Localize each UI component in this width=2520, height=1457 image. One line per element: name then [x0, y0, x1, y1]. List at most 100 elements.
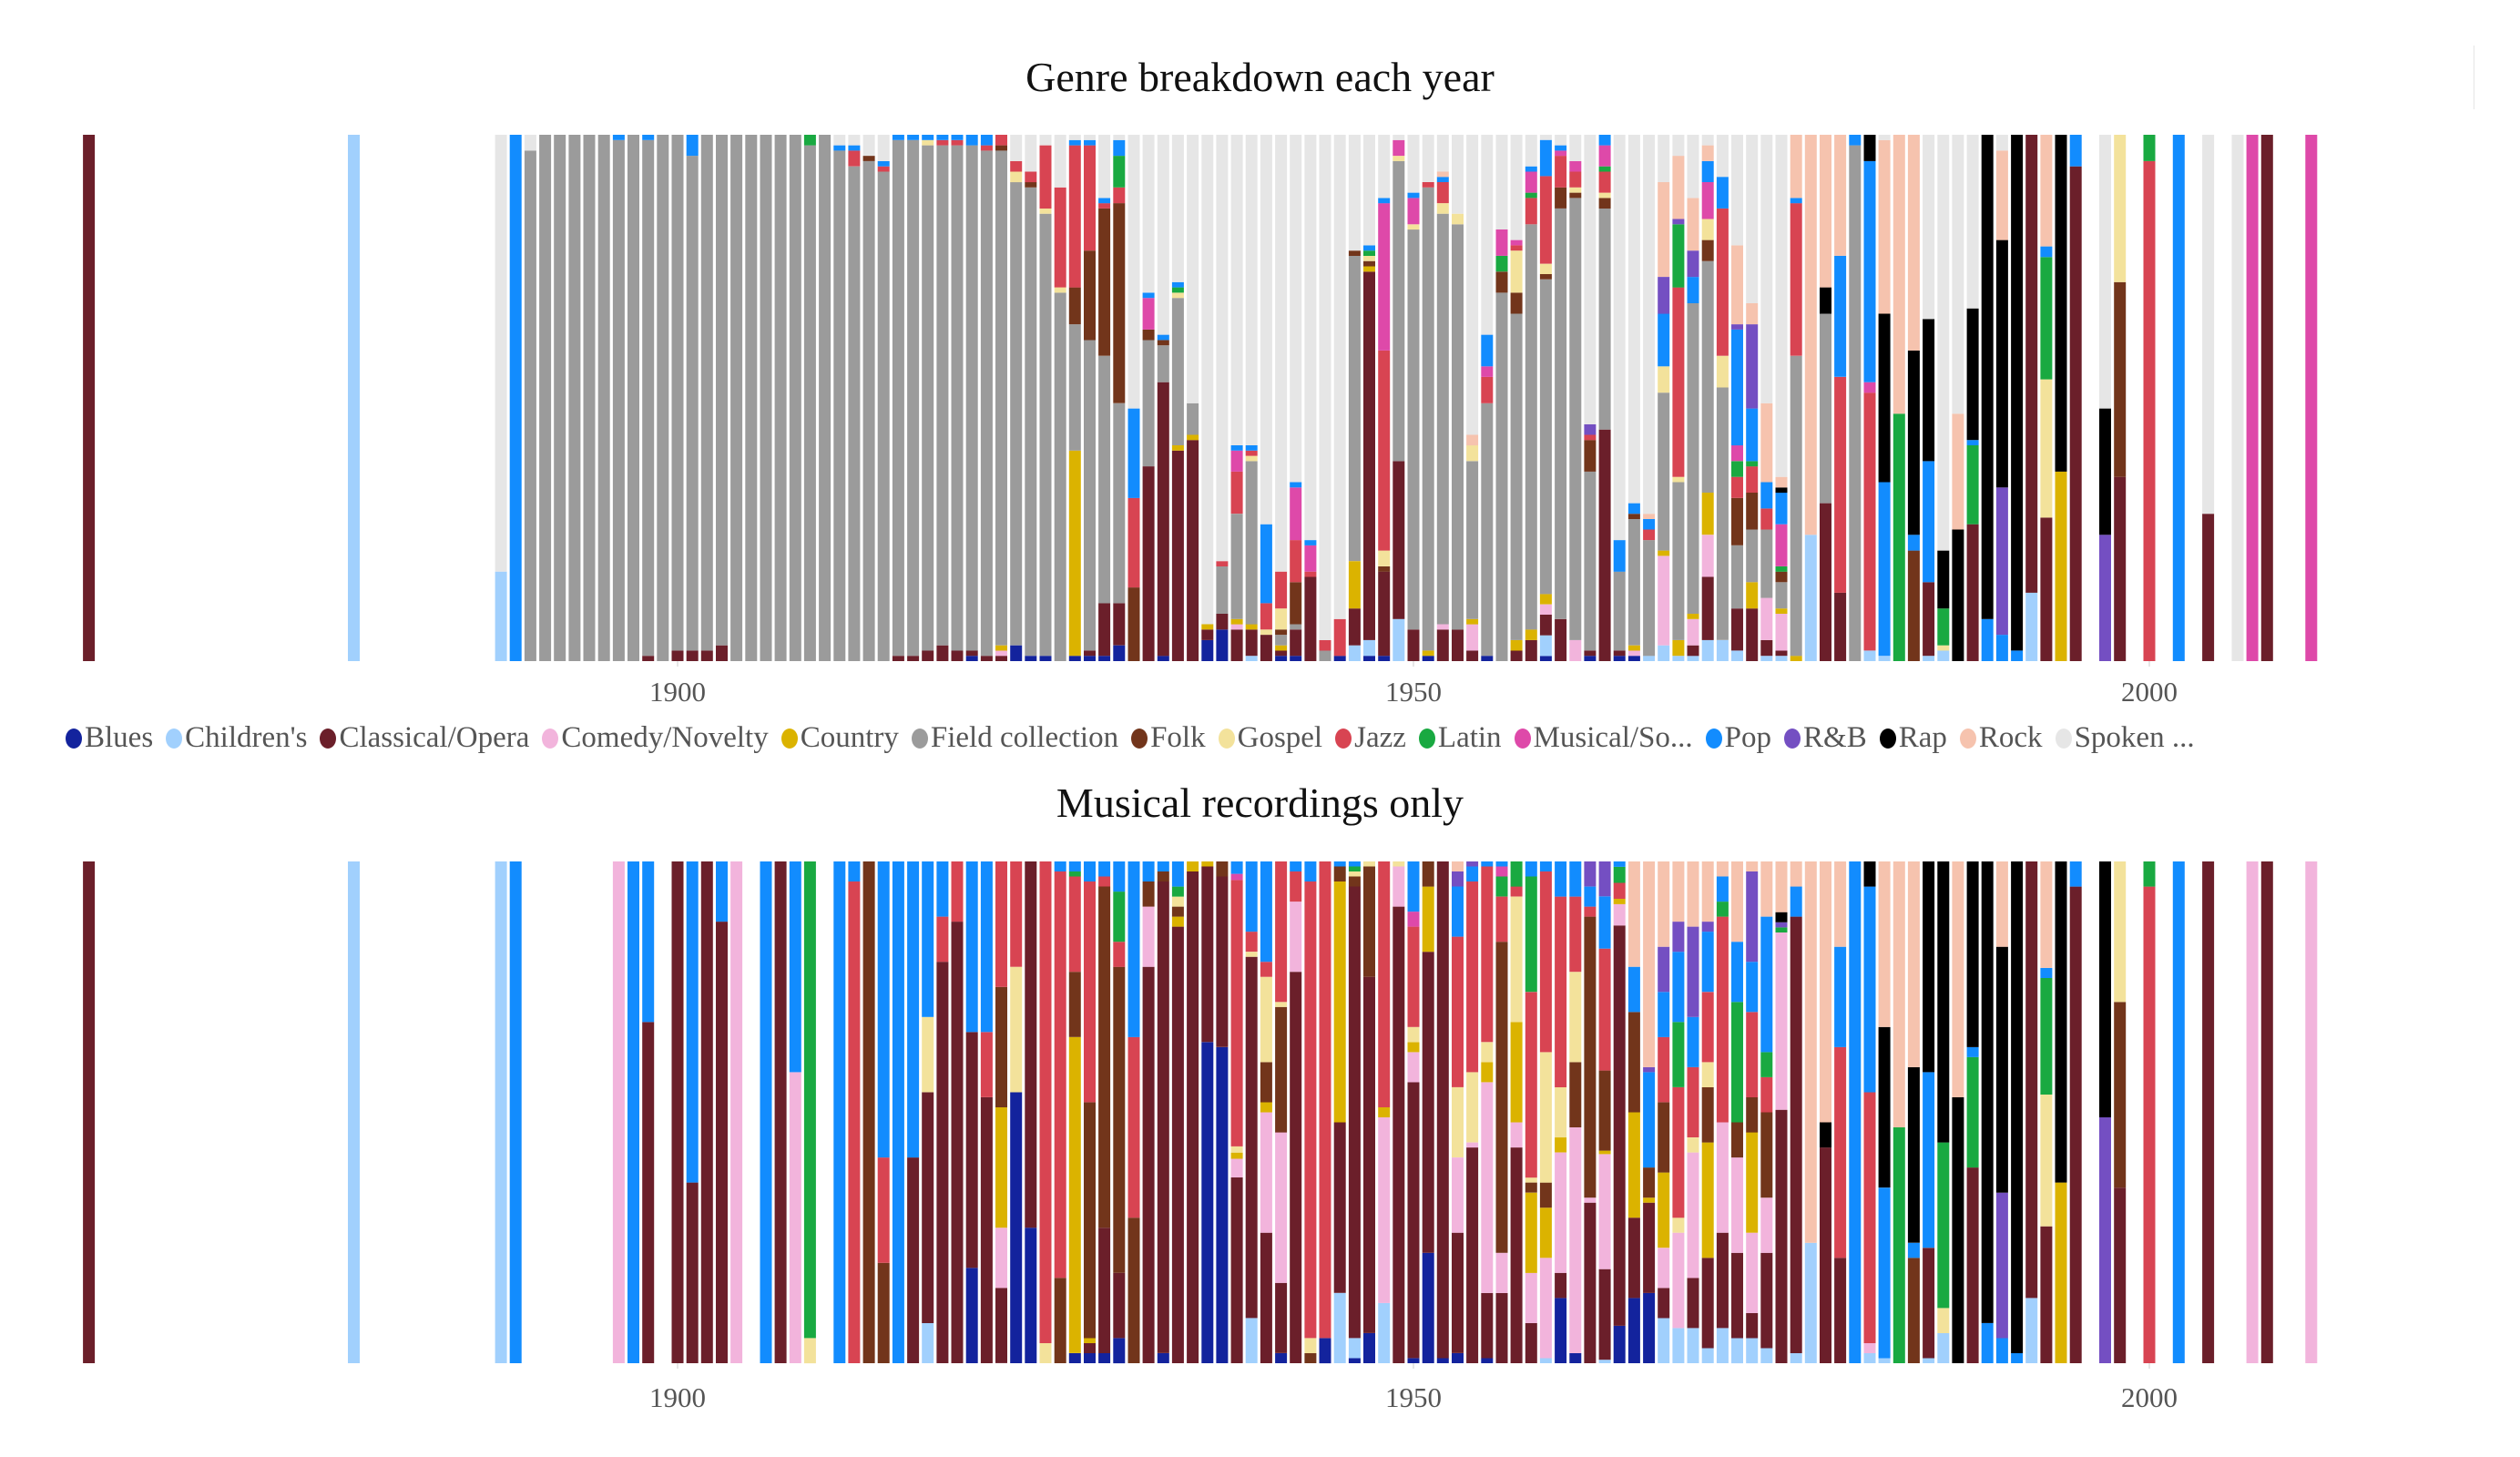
year-bar-1938[interactable]: 1938 Classical/Opera1938 Comedy/Novelty1…	[1230, 861, 1243, 1363]
bar-segment[interactable]: 1968 Latin	[1672, 1022, 1685, 1087]
bar-segment[interactable]: 1954 Field collection	[1466, 461, 1479, 619]
bar-segment[interactable]: 1957 Gospel	[1510, 896, 1523, 1023]
bar-segment[interactable]: 1911 Pop	[833, 861, 846, 1363]
year-bar-1917[interactable]: 1917 Classical/Opera1917 Field collectio…	[922, 135, 934, 661]
year-bar-1941[interactable]: 1941 Blues1941 Classical/Opera1941 Comed…	[1275, 861, 1288, 1363]
bar-segment[interactable]: 1967 Comedy/Novelty	[1658, 1248, 1670, 1289]
bar-segment[interactable]: 2002 Pop	[2172, 135, 2185, 661]
bar-segment[interactable]: 1941 Folk	[1275, 1006, 1288, 1133]
bar-segment[interactable]: 1994 Country	[2055, 1182, 2067, 1363]
year-bar-1927[interactable]: 1927 Blues1927 Country1927 Folk1927 Jazz…	[1068, 861, 1081, 1363]
bar-segment[interactable]: 1917 Field collection	[922, 145, 934, 651]
year-bar-1958[interactable]: 1958 Classical/Opera1958 Comedy/Novelty1…	[1525, 861, 1537, 1363]
bar-segment[interactable]: 1928 Classical/Opera	[1084, 1343, 1096, 1353]
bar-segment[interactable]: 1932 Classical/Opera	[1142, 966, 1155, 1363]
year-bar-1977[interactable]: 1977 Children's1977 Rock	[1804, 861, 1817, 1363]
bar-segment[interactable]: 1979 Rock	[1834, 135, 1847, 256]
bar-segment[interactable]: 1938 Musical/Soundtrack	[1230, 450, 1243, 472]
bar-segment[interactable]: 1962 Jazz	[1584, 434, 1597, 441]
year-bar-1921[interactable]: 1921 Classical/Opera1921 Field collectio…	[980, 135, 993, 661]
year-bar-1959[interactable]: 1959 Blues1959 Children's1959 Classical/…	[1539, 135, 1552, 661]
bar-segment[interactable]: 1965 Spoken word	[1627, 135, 1640, 504]
bar-segment[interactable]: 1993 Classical/Opera	[2040, 1226, 2053, 1363]
bar-segment[interactable]: 1930 Jazz	[1113, 187, 1126, 204]
bar-segment[interactable]: 1994 Country	[2055, 471, 2067, 661]
bar-segment[interactable]: 1934 Gospel	[1171, 896, 1184, 907]
year-bar-1933[interactable]: 1933 Blues1933 Classical/Opera1933 Folk1…	[1157, 861, 1169, 1363]
bar-segment[interactable]: 1954 Rock	[1466, 434, 1479, 446]
year-bar-1919[interactable]: 1919 Classical/Opera1919 Field collectio…	[951, 135, 964, 661]
bar-segment[interactable]: 1942 Musical/Soundtrack	[1290, 487, 1302, 541]
bar-segment[interactable]: 1932 Pop	[1142, 861, 1155, 881]
legend-item[interactable]: R&B	[1784, 721, 1867, 755]
bar-segment[interactable]: 1959 Children's	[1539, 1358, 1552, 1364]
bar-segment[interactable]: 1960 Folk	[1555, 187, 1567, 209]
bar-segment[interactable]: 1967 Pop	[1658, 313, 1670, 367]
bar-segment[interactable]: 1941 Country	[1275, 645, 1288, 651]
bar-segment[interactable]: 1898 Classical/Opera	[642, 1022, 655, 1363]
bar-segment[interactable]: 1878 Children's	[348, 135, 360, 661]
bar-segment[interactable]: 1963 Jazz	[1598, 171, 1611, 193]
bar-segment[interactable]: 1928 Folk	[1084, 1102, 1096, 1339]
year-bar-1900[interactable]: 1900 Classical/Opera	[671, 861, 684, 1363]
bar-segment[interactable]: 1922 Classical/Opera	[995, 656, 1007, 661]
bar-segment[interactable]: 1938 Comedy/Novelty	[1230, 1158, 1243, 1177]
bar-segment[interactable]: 1894 Field collection	[583, 135, 596, 661]
year-bar-1889[interactable]: 1889 Pop	[509, 135, 522, 661]
bar-segment[interactable]: 1973 Pop	[1746, 962, 1759, 1013]
bar-segment[interactable]: 1981 Children's	[1863, 1353, 1876, 1363]
bar-segment[interactable]: 1968 Field collection	[1672, 482, 1685, 640]
bar-segment[interactable]: 1928 Field collection	[1084, 340, 1096, 651]
year-bar-1890[interactable]: 1890 Field collection1890 Spoken word	[524, 135, 536, 662]
bar-segment[interactable]: 1988 Rap	[1966, 861, 1979, 1047]
bar-segment[interactable]: 1963 Folk	[1598, 198, 1611, 209]
bar-segment[interactable]: 1952 Pop	[1436, 177, 1449, 182]
bar-segment[interactable]: 1981 Musical/Soundtrack	[1863, 382, 1876, 393]
bar-segment[interactable]: 2000 Jazz	[2143, 160, 2156, 661]
year-bar-1972[interactable]: 1972 Children's1972 Classical/Opera1972 …	[1731, 135, 1743, 661]
year-bar-1937[interactable]: 1937 Blues1937 Classical/Opera1937 Field…	[1216, 135, 1229, 661]
year-bar-1956[interactable]: 1956 Field collection1956 Folk1956 Latin…	[1495, 135, 1508, 661]
bar-segment[interactable]: 1965 Rock	[1627, 861, 1640, 967]
bar-segment[interactable]: 1948 Musical/Soundtrack	[1378, 203, 1391, 351]
bar-segment[interactable]: 1984 Pop	[1907, 1242, 1920, 1258]
bar-segment[interactable]: 1958 Field collection	[1525, 224, 1537, 630]
bar-segment[interactable]: 1985 Rap	[1923, 319, 1935, 462]
bar-segment[interactable]: 2006 Spoken word	[2231, 135, 2244, 661]
year-bar-1925[interactable]: 1925 Gospel1925 Jazz	[1039, 861, 1052, 1363]
bar-segment[interactable]: 1906 Field collection	[760, 135, 772, 661]
bar-segment[interactable]: 1986 Gospel	[1937, 645, 1950, 651]
bar-segment[interactable]: 1920 Pop	[965, 135, 978, 146]
bar-segment[interactable]: 1965 Folk	[1627, 514, 1640, 519]
bar-segment[interactable]: 1889 Pop	[509, 135, 522, 661]
bar-segment[interactable]: 1972 Pop	[1731, 942, 1743, 1003]
bar-segment[interactable]: 1975 Classical/Opera	[1775, 1109, 1788, 1363]
year-bar-1920[interactable]: 1920 Blues1920 Classical/Opera1920 Pop	[965, 861, 978, 1363]
bar-segment[interactable]: 1953 Comedy/Novelty	[1452, 1157, 1464, 1233]
bar-segment[interactable]: 1975 Pop	[1775, 493, 1788, 525]
bar-segment[interactable]: 1933 Spoken word	[1157, 135, 1169, 335]
bar-segment[interactable]: 1974 Folk	[1760, 1112, 1773, 1198]
bar-segment[interactable]: 1961 Blues	[1569, 1353, 1582, 1363]
year-bar-1997[interactable]: 1997 R&B1997 Rap	[2099, 861, 2111, 1363]
bar-segment[interactable]: 1914 Jazz	[877, 1157, 890, 1263]
bar-segment[interactable]: 1928 Classical/Opera	[1084, 650, 1096, 657]
bar-segment[interactable]: 1968 Pop	[1672, 952, 1685, 1023]
bar-segment[interactable]: 1972 Pop	[1731, 329, 1743, 446]
year-bar-1991[interactable]: 1991 Pop1991 Rap	[2011, 861, 2024, 1363]
bar-segment[interactable]: 1930 Folk	[1113, 966, 1126, 1273]
bar-segment[interactable]: 1946 Folk	[1348, 250, 1361, 256]
year-bar-1949[interactable]: 1949 Children's1949 Classical/Opera1949 …	[1393, 135, 1405, 661]
year-bar-1955[interactable]: 1955 Blues1955 Classical/Opera1955 Comed…	[1481, 861, 1494, 1363]
bar-segment[interactable]: 1927 Jazz	[1068, 876, 1081, 973]
bar-segment[interactable]: 1930 Spoken word	[1113, 135, 1126, 140]
year-bar-1980[interactable]: 1980 Field collection1980 Pop	[1849, 135, 1862, 662]
bar-segment[interactable]: 1938 Spoken word	[1230, 135, 1243, 445]
bar-segment[interactable]: 1952 Blues	[1436, 1358, 1449, 1364]
bar-segment[interactable]: 1973 Children's	[1746, 1338, 1759, 1364]
year-bar-1909[interactable]: 1909 Field collection1909 Latin	[803, 135, 816, 662]
bar-segment[interactable]: 1918 Field collection	[936, 145, 949, 646]
bar-segment[interactable]: 1956 Spoken word	[1495, 135, 1508, 229]
bar-segment[interactable]: 1927 Pop	[1068, 139, 1081, 146]
bar-segment[interactable]: 1938 Comedy/Novelty	[1230, 624, 1243, 630]
